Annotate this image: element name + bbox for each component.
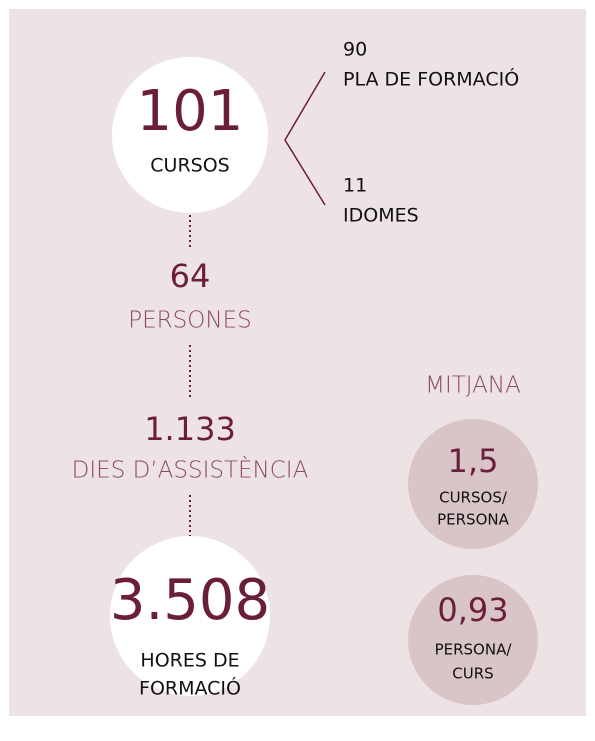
hours-circle [110, 536, 270, 696]
people-value: 64 [170, 257, 211, 295]
hours-label: HORES DE [140, 650, 239, 672]
average-value: 1,5 [448, 442, 499, 480]
average-circle [408, 419, 538, 549]
breakdown-value: 90 [343, 39, 367, 61]
average-title: MITJANA [425, 373, 521, 399]
average-label: CURSOS/ [439, 489, 508, 507]
hours-label: FORMACIÓ [139, 676, 241, 700]
days-label: DIES D’ASSISTÈNCIA [72, 456, 309, 484]
breakdown-label: PLA DE FORMACIÓ [343, 67, 519, 91]
breakdown-value: 11 [343, 175, 367, 197]
days-value: 1.133 [144, 410, 236, 448]
breakdown-label: IDOMES [343, 205, 419, 227]
courses-circle [112, 57, 268, 213]
hours-value: 3.508 [110, 568, 270, 633]
people-label: PERSONES [128, 308, 251, 334]
courses-label: CURSOS [150, 155, 229, 177]
average-circle [408, 575, 538, 705]
average-value: 0,93 [437, 591, 508, 629]
average-label: CURS [452, 665, 493, 683]
courses-value: 101 [137, 79, 244, 144]
average-label: PERSONA/ [435, 641, 513, 659]
bracket [284, 71, 326, 206]
average-label: PERSONA [437, 511, 509, 529]
